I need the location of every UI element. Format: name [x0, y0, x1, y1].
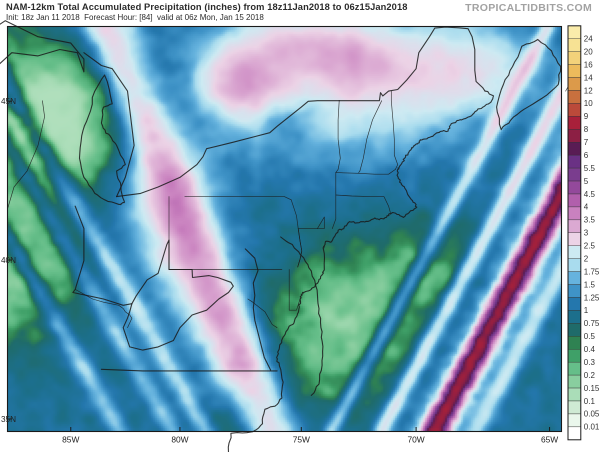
svg-text:0.75: 0.75 [584, 319, 600, 328]
svg-text:4.5: 4.5 [584, 190, 596, 199]
svg-text:85W: 85W [62, 435, 79, 445]
svg-text:14: 14 [584, 73, 593, 82]
svg-text:80W: 80W [171, 435, 188, 445]
svg-text:0.15: 0.15 [584, 384, 600, 393]
svg-text:0.05: 0.05 [584, 410, 600, 419]
svg-text:65W: 65W [541, 435, 558, 445]
svg-text:3.5: 3.5 [584, 216, 596, 225]
svg-text:1.75: 1.75 [584, 267, 600, 276]
svg-text:20: 20 [584, 47, 593, 56]
svg-text:1.25: 1.25 [584, 293, 600, 302]
svg-text:5: 5 [584, 177, 589, 186]
svg-text:2: 2 [584, 254, 589, 263]
svg-text:4: 4 [584, 203, 589, 212]
svg-text:0.3: 0.3 [584, 358, 596, 367]
svg-text:0.2: 0.2 [584, 371, 596, 380]
svg-text:10: 10 [584, 99, 593, 108]
svg-text:75W: 75W [293, 435, 310, 445]
svg-text:8: 8 [584, 125, 589, 134]
svg-text:16: 16 [584, 60, 593, 69]
svg-text:1.5: 1.5 [584, 280, 596, 289]
svg-text:3: 3 [584, 229, 589, 238]
svg-text:5.5: 5.5 [584, 164, 596, 173]
svg-text:0.4: 0.4 [584, 345, 596, 354]
svg-text:0.1: 0.1 [584, 397, 596, 406]
svg-text:70W: 70W [407, 435, 424, 445]
svg-text:45N: 45N [1, 97, 16, 106]
svg-text:0.01: 0.01 [584, 423, 600, 432]
svg-text:7: 7 [584, 138, 589, 147]
svg-text:1: 1 [584, 306, 589, 315]
svg-text:40N: 40N [1, 256, 16, 265]
svg-text:24: 24 [584, 35, 593, 44]
svg-text:9: 9 [584, 112, 589, 121]
svg-text:6: 6 [584, 151, 589, 160]
svg-text:2.5: 2.5 [584, 242, 596, 251]
svg-text:0.5: 0.5 [584, 332, 596, 341]
svg-text:35N: 35N [1, 415, 16, 424]
svg-text:12: 12 [584, 86, 593, 95]
